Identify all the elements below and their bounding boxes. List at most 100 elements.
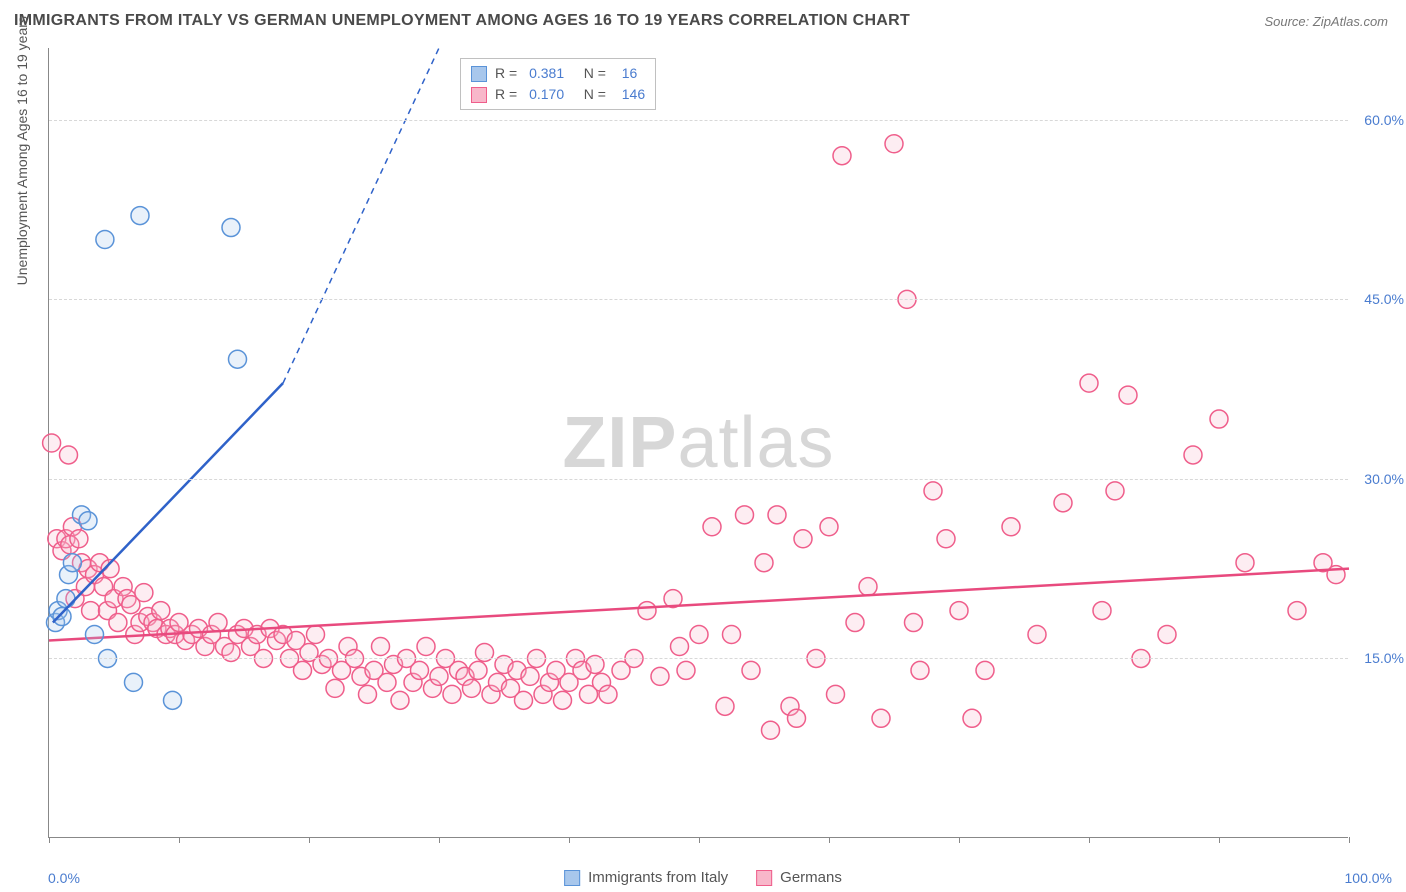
data-point <box>359 685 377 703</box>
data-point <box>222 219 240 237</box>
data-point <box>911 661 929 679</box>
grid-line <box>49 120 1348 121</box>
data-point <box>391 691 409 709</box>
legend-stats-row: R = 0.381 N = 16 <box>471 63 645 84</box>
data-point <box>70 530 88 548</box>
data-point <box>762 721 780 739</box>
data-point <box>430 667 448 685</box>
legend-swatch <box>756 870 772 886</box>
data-point <box>60 446 78 464</box>
data-point <box>827 685 845 703</box>
n-label: N = <box>572 63 606 84</box>
data-point <box>63 554 81 572</box>
data-point <box>794 530 812 548</box>
trend-line <box>53 383 283 622</box>
data-point <box>135 584 153 602</box>
data-point <box>53 608 71 626</box>
plot-area: ZIPatlas 15.0%30.0%45.0%60.0% <box>48 48 1348 838</box>
x-tick <box>49 837 50 843</box>
x-tick <box>439 837 440 843</box>
x-tick <box>829 837 830 843</box>
data-point <box>307 626 325 644</box>
data-point <box>872 709 890 727</box>
n-value: 146 <box>614 84 645 105</box>
r-label: R = <box>495 63 517 84</box>
x-tick <box>1349 837 1350 843</box>
legend-swatch <box>564 870 580 886</box>
data-point <box>716 697 734 715</box>
r-label: R = <box>495 84 517 105</box>
n-label: N = <box>572 84 606 105</box>
bottom-legend: Immigrants from Italy Germans <box>564 869 842 886</box>
legend-stats-box: R = 0.381 N = 16R = 0.170 N = 146 <box>460 58 656 110</box>
data-point <box>82 602 100 620</box>
source-label: Source: ZipAtlas.com <box>1264 14 1388 29</box>
x-tick <box>309 837 310 843</box>
data-point <box>638 602 656 620</box>
data-point <box>1093 602 1111 620</box>
grid-line <box>49 658 1348 659</box>
legend-label: Germans <box>780 869 842 886</box>
y-tick-label: 45.0% <box>1364 291 1404 307</box>
data-point <box>1184 446 1202 464</box>
data-point <box>463 679 481 697</box>
x-tick <box>1089 837 1090 843</box>
data-point <box>671 637 689 655</box>
r-value: 0.170 <box>525 84 564 105</box>
data-point <box>788 709 806 727</box>
data-point <box>554 691 572 709</box>
data-point <box>125 673 143 691</box>
x-tick <box>959 837 960 843</box>
y-tick-label: 30.0% <box>1364 471 1404 487</box>
x-tick <box>569 837 570 843</box>
data-point <box>859 578 877 596</box>
grid-line <box>49 299 1348 300</box>
data-point <box>229 350 247 368</box>
data-point <box>768 506 786 524</box>
x-tick <box>1219 837 1220 843</box>
n-value: 16 <box>614 63 637 84</box>
data-point <box>86 626 104 644</box>
chart-title: IMMIGRANTS FROM ITALY VS GERMAN UNEMPLOY… <box>14 12 910 30</box>
data-point <box>43 434 61 452</box>
data-point <box>372 637 390 655</box>
y-tick-label: 60.0% <box>1364 112 1404 128</box>
data-point <box>209 614 227 632</box>
trend-line-dashed <box>283 48 439 383</box>
data-point <box>1106 482 1124 500</box>
data-point <box>651 667 669 685</box>
legend-swatch <box>471 87 487 103</box>
chart-svg <box>49 48 1348 837</box>
data-point <box>755 554 773 572</box>
data-point <box>1002 518 1020 536</box>
legend-swatch <box>471 66 487 82</box>
data-point <box>515 691 533 709</box>
data-point <box>294 661 312 679</box>
data-point <box>742 661 760 679</box>
legend-item: Immigrants from Italy <box>564 869 728 886</box>
data-point <box>690 626 708 644</box>
data-point <box>152 602 170 620</box>
data-point <box>703 518 721 536</box>
data-point <box>96 231 114 249</box>
data-point <box>976 661 994 679</box>
legend-item: Germans <box>756 869 842 886</box>
x-tick <box>179 837 180 843</box>
r-value: 0.381 <box>525 63 564 84</box>
data-point <box>326 679 344 697</box>
data-point <box>1236 554 1254 572</box>
data-point <box>417 637 435 655</box>
data-point <box>1054 494 1072 512</box>
data-point <box>57 590 75 608</box>
data-point <box>924 482 942 500</box>
data-point <box>1210 410 1228 428</box>
data-point <box>109 614 127 632</box>
data-point <box>885 135 903 153</box>
data-point <box>521 667 539 685</box>
data-point <box>1080 374 1098 392</box>
data-point <box>937 530 955 548</box>
data-point <box>469 661 487 679</box>
data-point <box>79 512 97 530</box>
data-point <box>905 614 923 632</box>
data-point <box>833 147 851 165</box>
